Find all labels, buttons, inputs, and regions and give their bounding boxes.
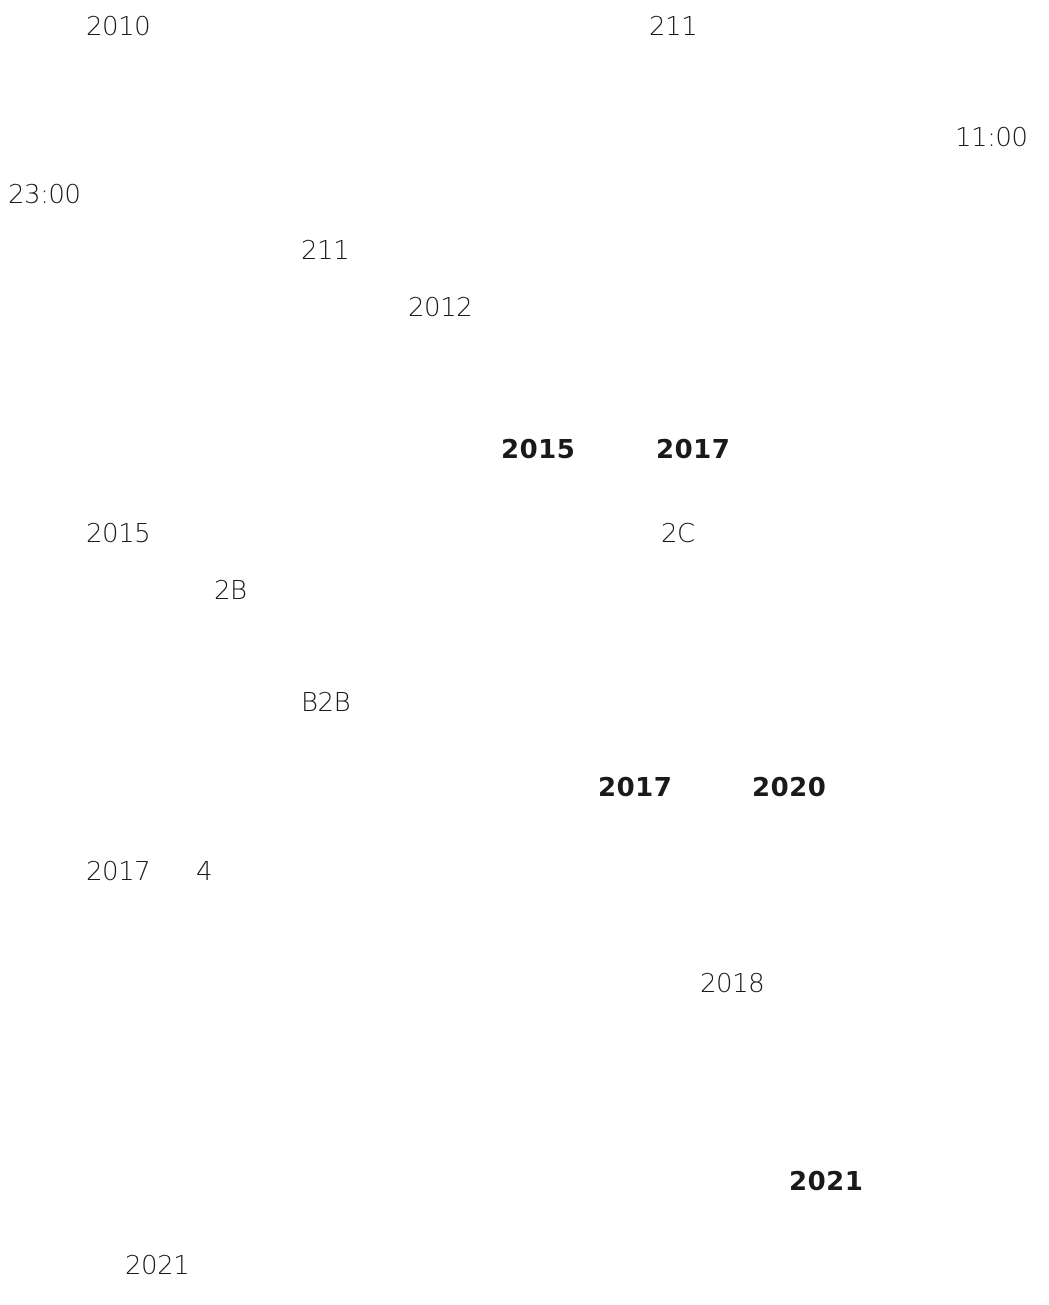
text-fragment: 2010 bbox=[86, 12, 151, 42]
text-fragment: 2018 bbox=[700, 969, 765, 999]
text-fragment: 2015 bbox=[86, 519, 151, 549]
text-fragment: 23:00 bbox=[8, 180, 81, 210]
text-fragment: 4 bbox=[196, 857, 213, 887]
section-heading-to: 2017 bbox=[656, 435, 731, 465]
text-fragment: 11:00 bbox=[955, 123, 1028, 153]
text-fragment: 2021 bbox=[125, 1251, 190, 1281]
section-heading-from: 2017 bbox=[598, 773, 673, 803]
text-fragment: 211 bbox=[301, 236, 350, 266]
text-fragment: 2012 bbox=[408, 293, 473, 323]
text-fragment: B2B bbox=[301, 688, 351, 718]
section-heading-from: 2015 bbox=[501, 435, 576, 465]
text-fragment: 2017 bbox=[86, 857, 151, 887]
section-heading: 2021 bbox=[789, 1167, 864, 1197]
text-fragment: 2B bbox=[214, 576, 247, 606]
text-fragment: 2C bbox=[661, 519, 695, 549]
section-heading-to: 2020 bbox=[752, 773, 827, 803]
text-fragment: 211 bbox=[649, 12, 698, 42]
